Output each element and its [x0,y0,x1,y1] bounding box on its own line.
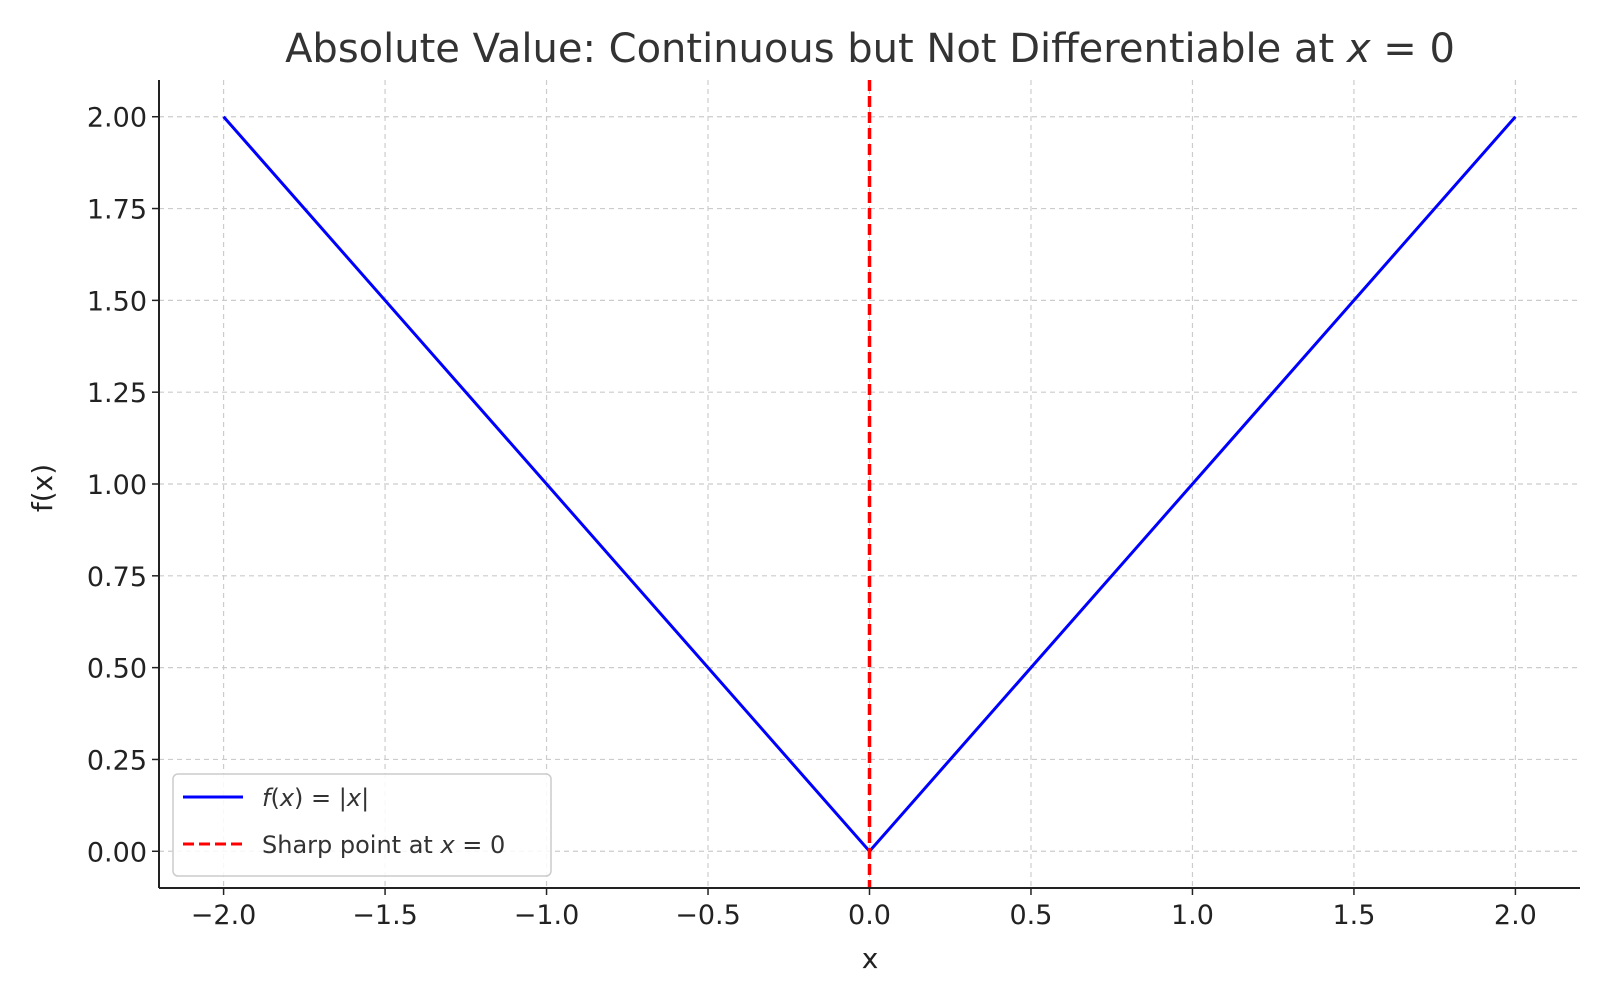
x-tick-label: 1.5 [1332,900,1375,931]
x-tick-label: 1.0 [1171,900,1214,931]
y-tick-label: 1.00 [87,470,147,501]
x-tick-label: −0.5 [675,900,741,931]
x-axis-label: x [862,942,879,975]
x-tick-label: −1.0 [514,900,580,931]
x-tick-label: 2.0 [1494,900,1537,931]
y-ticks: 0.00 0.25 0.50 0.75 1.00 1.25 1.50 1.75 2.00 [87,103,159,868]
x-tick-label: 0.5 [1010,900,1053,931]
y-tick-label: 0.00 [87,837,147,868]
x-ticks: −2.0 −1.5 −1.0 −0.5 0.0 0.5 1.0 1.5 2.0 [191,888,1537,931]
y-tick-label: 0.25 [87,745,147,776]
y-tick-label: 1.25 [87,378,147,409]
legend-label-sharp-point: Sharp point at x = 0 [262,831,505,859]
y-tick-label: 1.50 [87,286,147,317]
plot-area [222,80,1517,888]
x-tick-label: 0.0 [848,900,891,931]
x-tick-label: −2.0 [191,900,257,931]
legend-label-abs: f(x) = |x| [262,784,369,812]
legend: f(x) = |x| Sharp point at x = 0 [172,773,552,877]
y-tick-label: 1.75 [87,195,147,226]
legend-box [172,773,552,877]
y-tick-label: 2.00 [87,103,147,134]
chart-title: Absolute Value: Continuous but Not Diffe… [285,26,1455,72]
x-tick-label: −1.5 [352,900,418,931]
y-axis-label: f(x) [26,464,59,512]
y-tick-label: 0.50 [87,654,147,685]
y-tick-label: 0.75 [87,562,147,593]
